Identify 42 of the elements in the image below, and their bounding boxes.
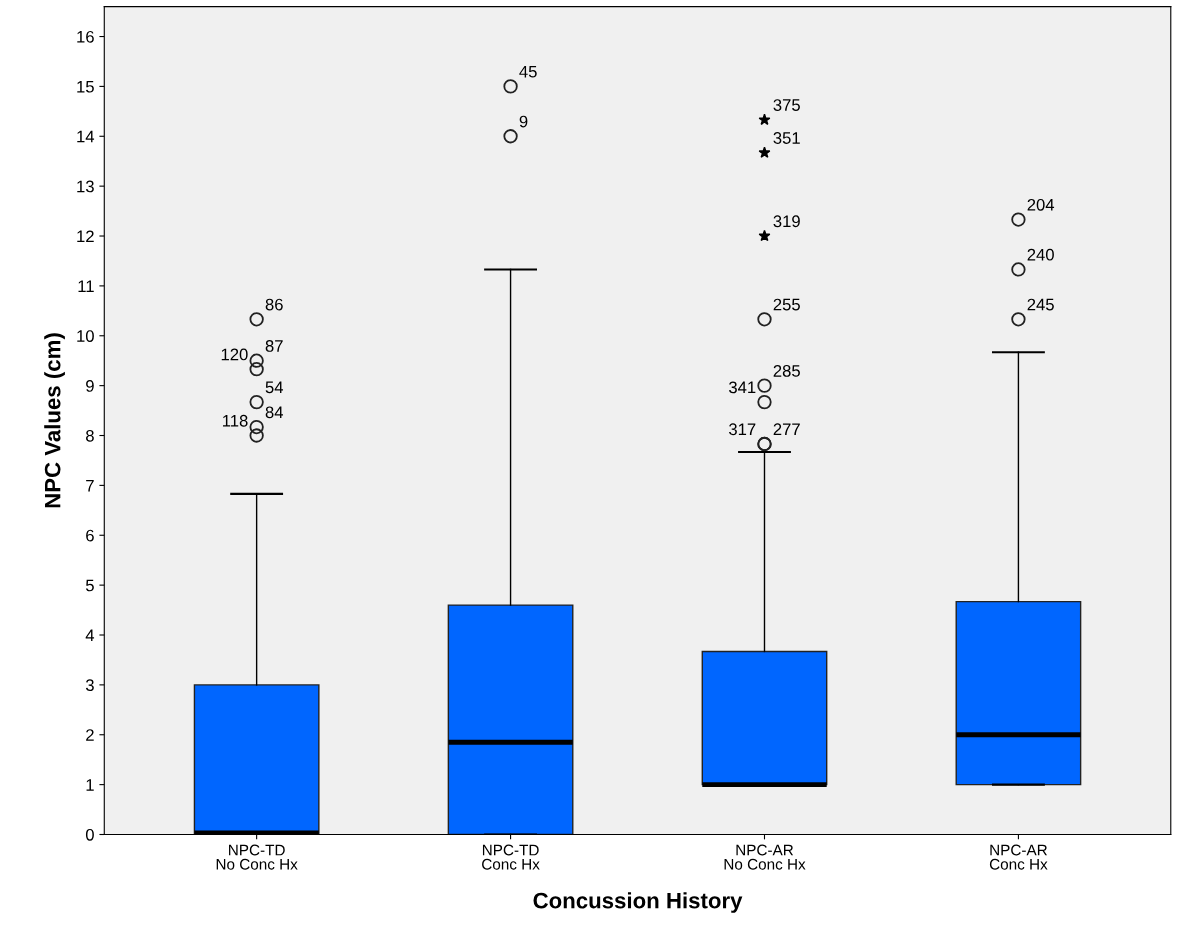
y-tick-label: 3: [85, 679, 94, 692]
annotation: 341: [728, 381, 756, 394]
y-tick-label: 9: [86, 380, 94, 392]
y-axis-title: NPC Values (cm): [44, 333, 65, 508]
x-tick-label: NPC-AR Conc Hx: [989, 844, 1048, 870]
x-tick-label: NPC-AR No Conc Hx: [724, 844, 806, 870]
annotation: 87: [265, 340, 283, 352]
y-tick-label: 14: [77, 130, 95, 143]
y-tick-label: 7: [86, 479, 94, 492]
annotation: 240: [1027, 248, 1054, 261]
annotation: 84: [265, 406, 284, 419]
y-tick-label: 15: [77, 80, 94, 93]
y-tick-label: 13: [77, 180, 94, 193]
annotation: 255: [773, 298, 800, 311]
annotation: 120: [221, 348, 248, 361]
x-tick-label: NPC-TD No Conc Hx: [216, 844, 298, 870]
y-tick-label: 16: [77, 30, 94, 43]
annotation: 204: [1027, 198, 1055, 211]
y-tick-label: 8: [86, 429, 94, 442]
x-axis-title: Concussion History: [533, 892, 743, 913]
y-tick-label: 11: [78, 280, 94, 292]
x-tick-label: NPC-TD Conc Hx: [482, 844, 540, 870]
annotation: 9: [519, 115, 528, 128]
y-tick-label: 1: [86, 779, 94, 791]
y-tick-label: 0: [85, 828, 94, 841]
y-tick-label: 4: [85, 629, 95, 642]
annotation: 54: [265, 381, 284, 394]
annotation: 319: [773, 215, 800, 228]
annotation: 317: [728, 423, 756, 436]
annotation: 86: [265, 298, 283, 311]
y-tick-label: 12: [77, 230, 94, 243]
annotation: 375: [773, 99, 800, 111]
y-tick-label: 6: [86, 529, 94, 542]
y-tick-label: 10: [77, 330, 94, 342]
annotation: 285: [773, 364, 800, 377]
annotation: 118: [223, 414, 248, 427]
annotation: 351: [773, 132, 800, 144]
y-tick-label: 5: [85, 579, 94, 592]
annotation: 277: [773, 423, 800, 435]
y-tick-label: 2: [86, 729, 94, 741]
annotation: 45: [519, 65, 537, 78]
annotation: 245: [1027, 298, 1054, 311]
